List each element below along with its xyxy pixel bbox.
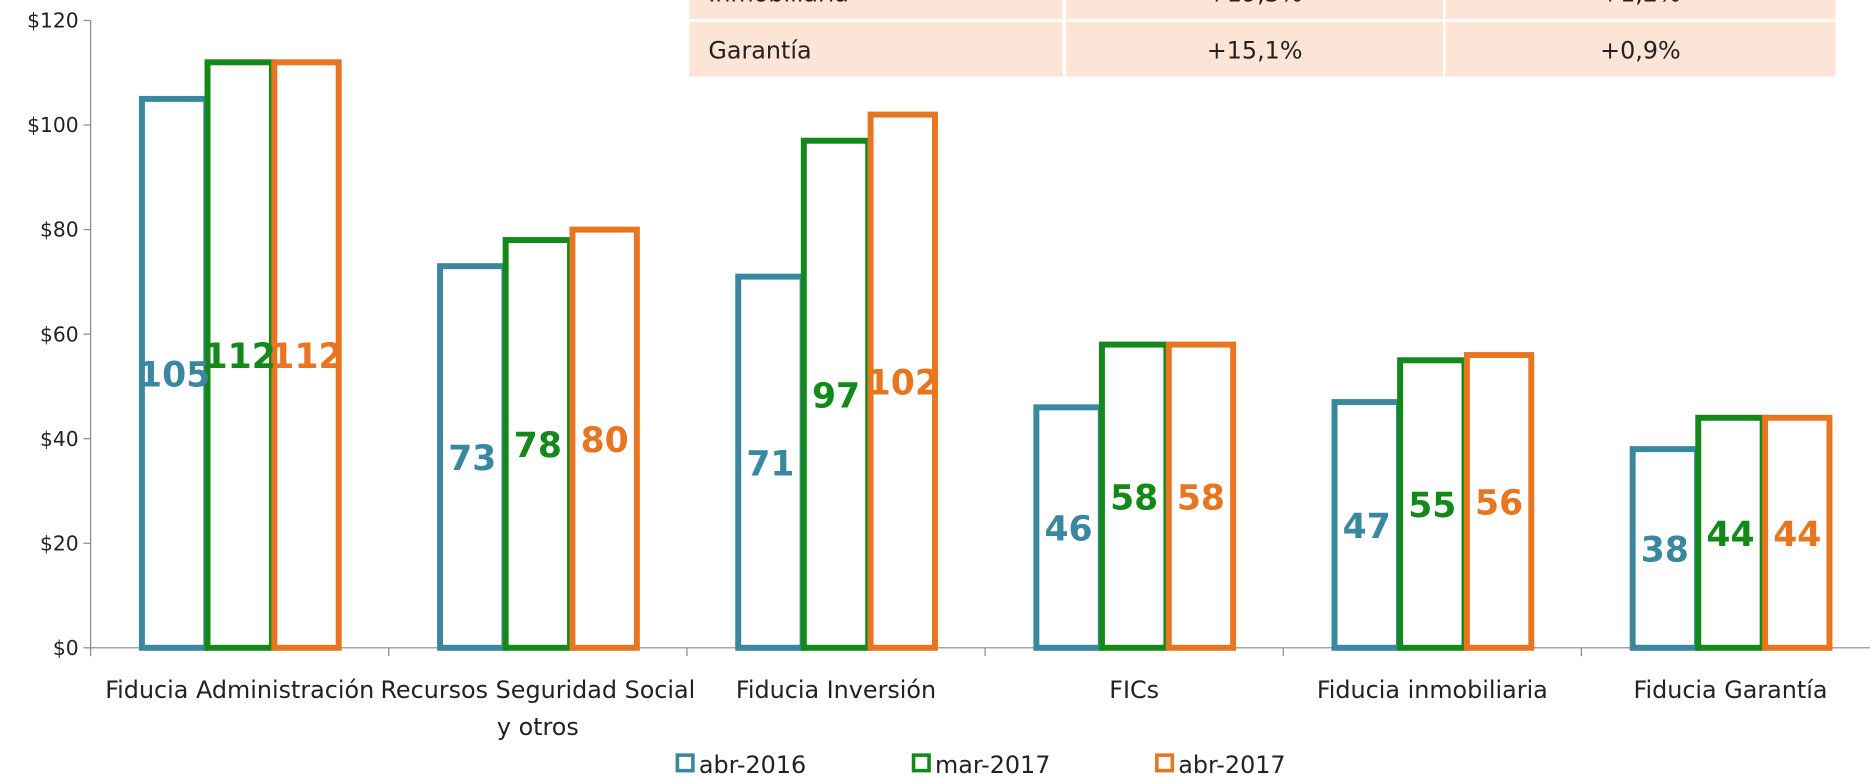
table-text: Inmobiliaria: [708, 0, 849, 7]
data-label: 38: [1641, 531, 1689, 571]
data-label: 73: [448, 439, 496, 479]
y-tick-label: $60: [40, 322, 79, 346]
bar: [569, 226, 640, 651]
table-text: +0,9%: [1600, 37, 1681, 65]
data-label: 102: [867, 363, 939, 403]
bar: [437, 263, 508, 651]
legend-swatch: [1155, 753, 1175, 773]
data-label: 58: [1177, 478, 1225, 518]
bar: [867, 111, 938, 651]
table-text: Garantía: [708, 37, 811, 65]
data-label: 55: [1408, 486, 1456, 526]
bar: [1695, 414, 1766, 651]
data-label: 105: [138, 355, 210, 395]
x-tick-label: Fiducia inmobiliaria: [1317, 676, 1548, 704]
bar: [138, 95, 210, 651]
data-label: 112: [204, 337, 276, 377]
bar: [1397, 357, 1468, 651]
table-cell: [1066, 0, 1444, 20]
data-label: 80: [581, 421, 629, 461]
legend-label: abr-2016: [699, 751, 806, 778]
table-text: +1,2%: [1600, 0, 1681, 7]
y-tick-label: $0: [53, 636, 79, 660]
y-tick-label: $120: [27, 9, 79, 33]
bar: [502, 237, 574, 651]
bar: [1762, 414, 1833, 651]
bar: [1165, 341, 1237, 651]
data-label: 47: [1343, 507, 1391, 547]
x-tick-label: Recursos Seguridad Social y otros: [380, 676, 695, 741]
data-label: 58: [1110, 478, 1158, 518]
x-tick-label: Fiducia Garantía: [1633, 676, 1827, 704]
table-cell: [1445, 0, 1836, 20]
legend-label: mar-2017: [935, 751, 1050, 778]
x-tick-label: Fiducia Administración: [105, 676, 374, 704]
bar: [1331, 399, 1402, 651]
y-tick-label: $80: [40, 218, 79, 242]
y-tick-label: $20: [40, 531, 79, 555]
data-label: 44: [1706, 515, 1754, 555]
legend-swatch: [911, 753, 931, 773]
data-label: 46: [1045, 510, 1093, 550]
legend-label: abr-2017: [1178, 751, 1285, 778]
table-cell: [689, 0, 1063, 20]
bar: [1463, 352, 1535, 651]
legend-swatch: [675, 753, 695, 773]
x-tick-label: Fiducia Inversión: [736, 676, 936, 704]
table-cell: [689, 21, 1063, 77]
table-text: +15,1%: [1207, 37, 1303, 65]
data-label: 56: [1475, 484, 1523, 524]
data-label: 112: [270, 337, 342, 377]
table-cell: [1445, 21, 1836, 77]
data-label: 44: [1773, 515, 1821, 555]
y-tick-label: $100: [27, 113, 79, 137]
y-tick-label: $40: [40, 427, 79, 451]
data-label: 78: [514, 426, 562, 466]
bar: [1098, 341, 1170, 651]
table-text: +19,3%: [1207, 0, 1303, 7]
bar: [271, 59, 342, 651]
x-tick-label: FICs: [1109, 676, 1159, 704]
table-cell: [1066, 21, 1444, 77]
bar: [800, 137, 872, 651]
data-label: 97: [812, 376, 860, 416]
data-label: 71: [746, 444, 794, 484]
